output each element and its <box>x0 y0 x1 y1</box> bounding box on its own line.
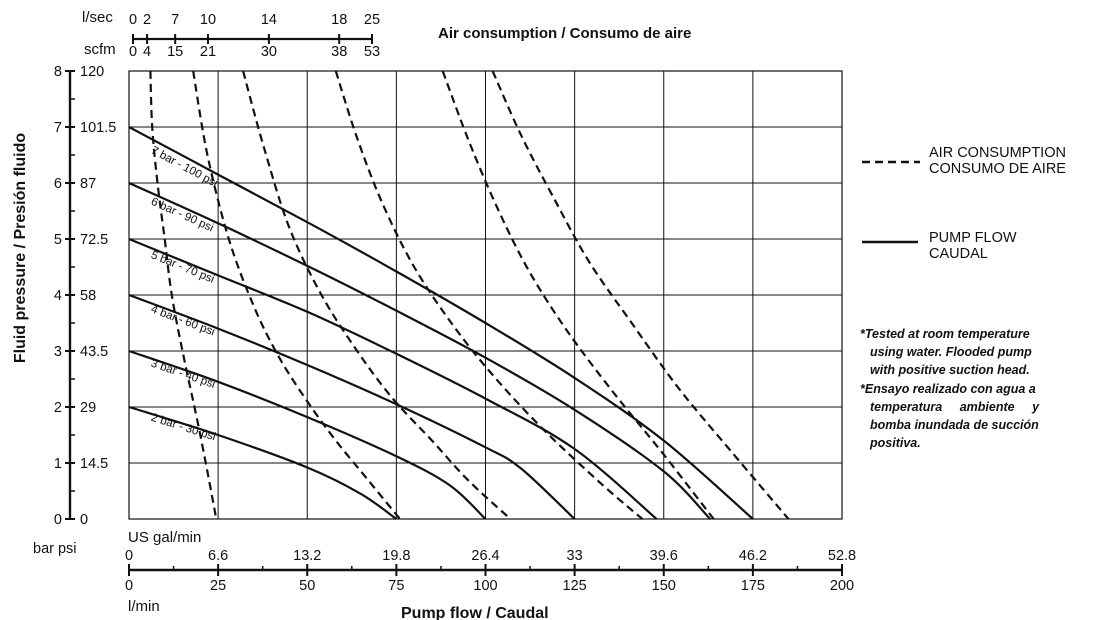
y-axis-psi-tick-label: 101.5 <box>80 120 116 136</box>
air-scale-scfm-tick-label: 53 <box>364 44 380 60</box>
lmin-axis-unit: l/min <box>128 598 160 615</box>
y-axis-psi-tick-label: 87 <box>80 176 96 192</box>
y-axis-bar-tick-label: 0 <box>54 512 62 528</box>
air-scale-scfm-tick-label: 30 <box>261 44 277 60</box>
note-en-line-3: with positive suction head. <box>870 363 1030 377</box>
y-axis-bar-tick-label: 4 <box>54 288 62 304</box>
y-axis-psi-tick-label: 43.5 <box>80 344 108 360</box>
legend-flow-line-1: PUMP FLOW <box>929 230 1017 246</box>
pump-flow-curve <box>128 126 754 520</box>
note-en-line-1: *Tested at room temperature <box>860 327 1030 341</box>
chart-title: Air consumption / Consumo de aire <box>438 25 691 42</box>
air-consumption-curve <box>242 70 512 520</box>
air-scale-scfm-tick-label: 21 <box>200 44 216 60</box>
note-es-line-4: positiva. <box>870 436 921 450</box>
y-axis-psi-tick-label: 120 <box>80 64 104 80</box>
us-gal-axis-unit: US gal/min <box>128 529 201 546</box>
y-axis-psi-tick-label: 72.5 <box>80 232 108 248</box>
pump-flow-curve <box>128 405 398 520</box>
chart-axes: 0 0 1 14.5 2 29 3 43.5 4 58 5 72.5 6 87 7 101.5 8 120 0 0 6.… <box>54 12 856 594</box>
x-axis-lmin-tick-label: 200 <box>830 578 854 594</box>
air-scale-scfm-tick-label: 38 <box>331 44 347 60</box>
air-scale-lsec-tick-label: 14 <box>261 12 277 28</box>
x-axis-usgal-tick-label: 6.6 <box>208 548 228 564</box>
air-scale-lsec-tick-label: 10 <box>200 12 216 28</box>
y-axis-bar-tick-label: 5 <box>54 232 62 248</box>
y-axis-title: Fluid pressure / Presión fluido <box>12 133 29 363</box>
y-axis-bar-tick-label: 7 <box>54 120 62 136</box>
x-axis-usgal-tick-label: 52.8 <box>828 548 856 564</box>
y-axis-psi-tick-label: 14.5 <box>80 456 108 472</box>
air-scale-scfm-tick-label: 0 <box>129 44 137 60</box>
pump-flow-label: 3 bar - 40 psi <box>149 358 216 391</box>
x-axis-lmin-tick-label: 25 <box>210 578 226 594</box>
air-scale-lsec-tick-label: 18 <box>331 12 347 28</box>
scfm-axis-unit: scfm <box>84 41 116 58</box>
pump-flow-curve <box>128 293 576 520</box>
pump-flow-curve <box>128 349 487 520</box>
air-consumption-curve <box>334 70 644 520</box>
pump-flow-curve <box>128 237 658 520</box>
y-axis-bar-tick-label: 8 <box>54 64 62 80</box>
air-scale-lsec-tick-label: 2 <box>143 12 151 28</box>
y-axis-bar-tick-label: 3 <box>54 344 62 360</box>
x-axis-title: Pump flow / Caudal <box>401 605 549 620</box>
x-axis-lmin-tick-label: 150 <box>652 578 676 594</box>
legend-air-line-1: AIR CONSUMPTION <box>929 145 1066 161</box>
note-en-line-2: using water. Flooded pump <box>870 345 1032 359</box>
y-axis-bar-tick-label: 6 <box>54 176 62 192</box>
note-es-line-1: *Ensayo realizado con agua a <box>860 382 1036 396</box>
legend-air-label: AIR CONSUMPTION CONSUMO DE AIRE <box>929 145 1066 177</box>
air-consumption-curve <box>441 70 715 520</box>
y-axis-unit-caption: bar psi <box>33 541 77 557</box>
y-axis-bar-tick-label: 2 <box>54 400 62 416</box>
air-scale-scfm-tick-label: 15 <box>167 44 183 60</box>
air-scale-lsec-tick-label: 0 <box>129 12 137 28</box>
x-axis-usgal-tick-label: 39.6 <box>650 548 678 564</box>
legend-flow-line-2: CAUDAL <box>929 246 988 262</box>
x-axis-usgal-tick-label: 46.2 <box>739 548 767 564</box>
chart-grid <box>128 70 843 520</box>
air-scale-scfm-tick-label: 4 <box>143 44 151 60</box>
note-es-line-3: bomba inundada de succión <box>870 418 1039 432</box>
legend-flow-label: PUMP FLOW CAUDAL <box>929 230 1017 262</box>
air-scale-lsec-tick-label: 25 <box>364 12 380 28</box>
x-axis-usgal-tick-label: 19.8 <box>382 548 410 564</box>
air-scale-lsec-tick-label: 7 <box>171 12 179 28</box>
test-note-spanish: *Ensayo realizado con agua a temperatura… <box>860 380 1099 452</box>
x-axis-lmin-tick-label: 0 <box>125 578 133 594</box>
note-es-line-2: temperatura ambiente y <box>870 400 1040 414</box>
pump-flow-label: 2 bar - 30 psi <box>149 412 217 444</box>
x-axis-lmin-tick-label: 50 <box>299 578 315 594</box>
x-axis-lmin-tick-label: 175 <box>741 578 765 594</box>
pump-flow-label: 5 bar - 70 psi <box>149 249 216 285</box>
air-consumption-curve <box>149 70 218 520</box>
air-consumption-curve <box>192 70 401 520</box>
x-axis-usgal-tick-label: 26.4 <box>471 548 499 564</box>
pump-flow-label: 6 bar - 90 psi <box>149 196 215 235</box>
x-axis-usgal-tick-label: 0 <box>125 548 133 564</box>
y-axis-psi-tick-label: 29 <box>80 400 96 416</box>
y-axis-psi-tick-label: 58 <box>80 288 96 304</box>
x-axis-usgal-tick-label: 33 <box>567 548 583 564</box>
y-axis-psi-tick-label: 0 <box>80 512 88 528</box>
x-axis-lmin-tick-label: 125 <box>563 578 587 594</box>
pump-flow-label: 4 bar - 60 psi <box>149 303 216 338</box>
lsec-axis-unit: l/sec <box>82 9 113 26</box>
legend-air-line-2: CONSUMO DE AIRE <box>929 161 1066 177</box>
x-axis-lmin-tick-label: 100 <box>473 578 497 594</box>
pump-flow-curve <box>128 181 711 520</box>
y-axis-bar-tick-label: 1 <box>54 456 62 472</box>
x-axis-usgal-tick-label: 13.2 <box>293 548 321 564</box>
x-axis-lmin-tick-label: 75 <box>388 578 404 594</box>
test-note-english: *Tested at room temperature using water.… <box>860 325 1099 379</box>
air-consumption-curve <box>491 70 790 520</box>
